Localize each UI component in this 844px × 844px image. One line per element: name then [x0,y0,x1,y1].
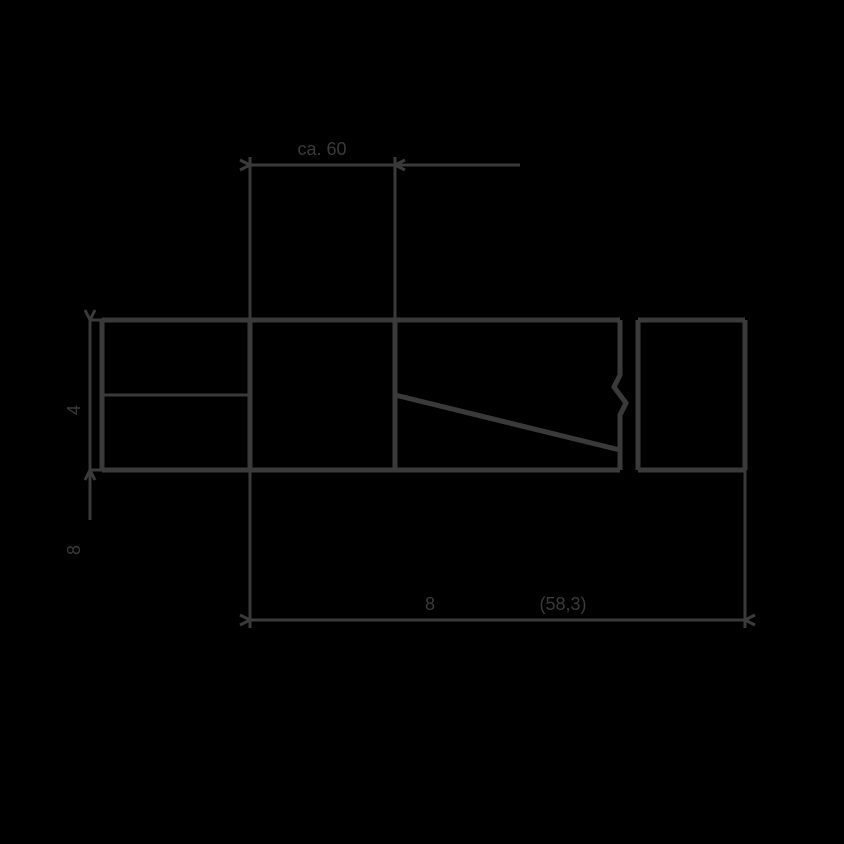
diagonal [395,395,620,450]
dim-top-label: ca. 60 [297,139,346,159]
dim-bottom-label-left: 8 [425,594,435,614]
dim-left-label-below: 8 [64,545,84,555]
dim-left-label-main: 4 [64,405,84,415]
dim-bottom-label-right: (58,3) [539,594,586,614]
technical-drawing: ca. 60 8 (58,3) 4 8 [0,0,844,844]
